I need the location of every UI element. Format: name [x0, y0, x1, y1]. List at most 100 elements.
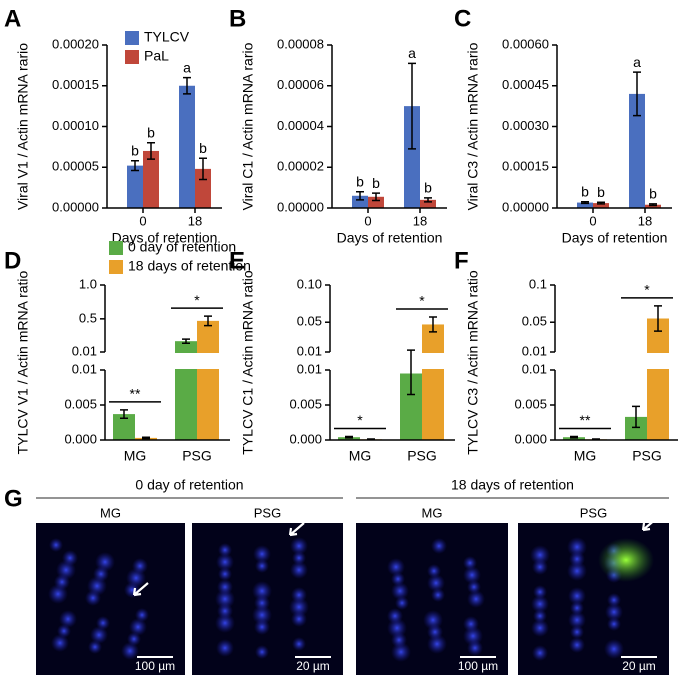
nucleus	[533, 609, 547, 623]
nucleus	[95, 552, 115, 572]
y-tick-label: 0.01	[522, 361, 547, 376]
nucleus	[290, 537, 308, 555]
y-axis-label: TYLCV C1 / Actin mRNA ratio	[240, 270, 256, 455]
legend-swatch	[125, 31, 139, 45]
significance-mark: *	[357, 412, 363, 428]
error-bar	[407, 349, 415, 396]
gfp-signal	[598, 538, 654, 582]
significance-letter: b	[147, 125, 155, 141]
y-tick-label: 0.10	[297, 276, 322, 291]
bar	[625, 416, 647, 440]
error-bar	[654, 305, 662, 332]
x-tick-label: MG	[124, 448, 147, 464]
nucleus	[431, 538, 447, 554]
y-tick-label: 0.05	[297, 314, 322, 329]
nucleus	[292, 637, 306, 651]
y-tick-label: 1.0	[79, 276, 97, 291]
error-bar	[131, 159, 139, 172]
y-tick-label: 0.00008	[277, 36, 324, 51]
nucleus	[218, 543, 232, 557]
nucleus	[96, 616, 110, 630]
y-tick-label: 0.5	[79, 310, 97, 325]
nucleus	[569, 637, 585, 653]
y-tick-label: 0.00015	[502, 159, 549, 174]
bar	[404, 106, 420, 208]
arrow	[641, 517, 658, 532]
legend-label: 0 day of retention	[128, 239, 236, 255]
significance-letter: a	[408, 45, 416, 61]
y-tick-label: 0.00006	[277, 77, 324, 92]
image-label: PSG	[254, 505, 281, 520]
significance-mark: **	[130, 386, 141, 402]
significance-letter: b	[356, 173, 364, 189]
nucleus	[570, 601, 584, 615]
error-bar	[429, 316, 437, 333]
nucleus	[387, 558, 405, 576]
nucleus	[607, 617, 621, 631]
y-axis-label: Viral V1 / Actin mRNA rario	[15, 43, 31, 210]
error-bar	[649, 203, 657, 207]
nucleus	[129, 618, 147, 636]
image-label: PSG	[580, 505, 607, 520]
error-bar	[632, 405, 640, 429]
bar	[197, 320, 219, 440]
nucleus	[252, 605, 272, 625]
significance-letter: b	[581, 183, 589, 199]
axis-break	[102, 353, 233, 369]
nucleus	[217, 579, 233, 595]
nucleus	[533, 585, 547, 599]
significance-letter: b	[372, 175, 380, 191]
y-tick-label: 0.00000	[277, 199, 324, 214]
nucleus	[255, 645, 269, 659]
nucleus	[218, 567, 232, 581]
scale-bar-label: 100 µm	[135, 659, 175, 673]
image-label: MG	[422, 505, 443, 520]
y-axis-label: TYLCV V1 / Actin mRNA ratio	[15, 270, 31, 454]
significance-mark: *	[644, 282, 650, 298]
y-tick-label: 0.05	[522, 314, 547, 329]
bar	[422, 324, 444, 440]
scale-bar-label: 20 µm	[622, 659, 656, 673]
image-label: MG	[100, 505, 121, 520]
significance-letter: b	[131, 142, 139, 158]
nucleus	[51, 634, 69, 652]
significance-letter: b	[199, 140, 207, 156]
x-tick-label: MG	[574, 448, 597, 464]
significance-letter: a	[633, 54, 641, 70]
y-tick-label: 0.1	[529, 276, 547, 291]
nucleus	[463, 616, 479, 632]
error-bar	[204, 315, 212, 327]
nucleus	[216, 553, 234, 571]
bar	[143, 150, 159, 208]
significance-mark: *	[419, 293, 425, 309]
arrow	[288, 522, 305, 537]
nucleus	[531, 619, 549, 637]
y-tick-label: 0.00002	[277, 159, 324, 174]
legend-swatch	[109, 241, 123, 255]
panel-letter: A	[4, 5, 21, 32]
nucleus	[292, 551, 306, 565]
nucleus	[567, 561, 587, 581]
panel-letter: E	[229, 247, 245, 274]
bar	[593, 203, 609, 208]
y-tick-label: 0.00000	[52, 199, 99, 214]
bar	[645, 204, 661, 208]
error-bar	[597, 201, 605, 205]
bar	[420, 199, 436, 208]
y-tick-label: 0.01	[522, 343, 547, 358]
panel-letter: C	[454, 5, 471, 32]
nucleus	[291, 587, 307, 603]
error-bar	[408, 62, 416, 150]
nucleus	[253, 545, 271, 563]
nucleus	[605, 603, 623, 621]
legend-swatch	[125, 50, 139, 64]
nucleus	[531, 595, 549, 613]
nucleus	[62, 550, 78, 566]
nucleus	[289, 597, 309, 617]
x-tick-label: PSG	[632, 448, 662, 464]
y-tick-label: 0.00020	[52, 36, 99, 51]
significance-mark: *	[194, 292, 200, 308]
y-tick-label: 0.00060	[502, 36, 549, 51]
x-axis-label: Days of retention	[562, 230, 668, 246]
y-tick-label: 0.005	[64, 396, 97, 411]
